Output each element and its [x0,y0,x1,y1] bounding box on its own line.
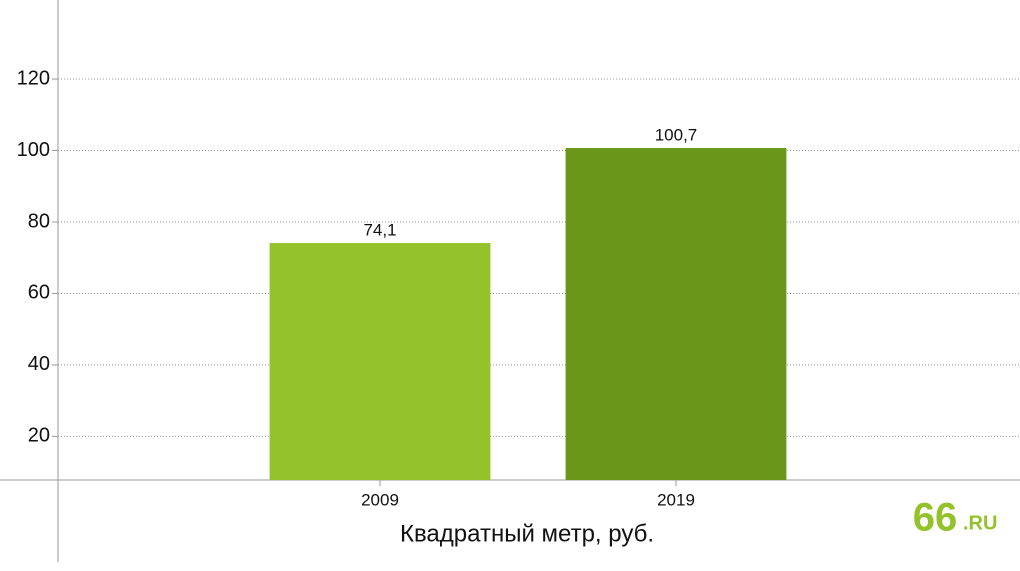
y-tick-label: 20 [28,425,50,447]
y-tick-label: 60 [28,282,50,304]
x-tick-label: 2019 [657,490,695,509]
x-axis-title: Квадратный метр, руб. [400,520,654,547]
y-tick-label: 120 [17,67,50,89]
x-tick-label: 2009 [361,490,399,509]
y-tick-label: 80 [28,210,50,232]
bar [269,243,491,480]
y-tick-label: 40 [28,353,50,375]
logo: 66 [913,496,958,540]
bar [565,148,787,480]
y-tick-label: 100 [17,139,50,161]
value-label: 74,1 [363,221,396,240]
logo-suffix: .RU [963,512,997,534]
value-label: 100,7 [655,125,698,144]
